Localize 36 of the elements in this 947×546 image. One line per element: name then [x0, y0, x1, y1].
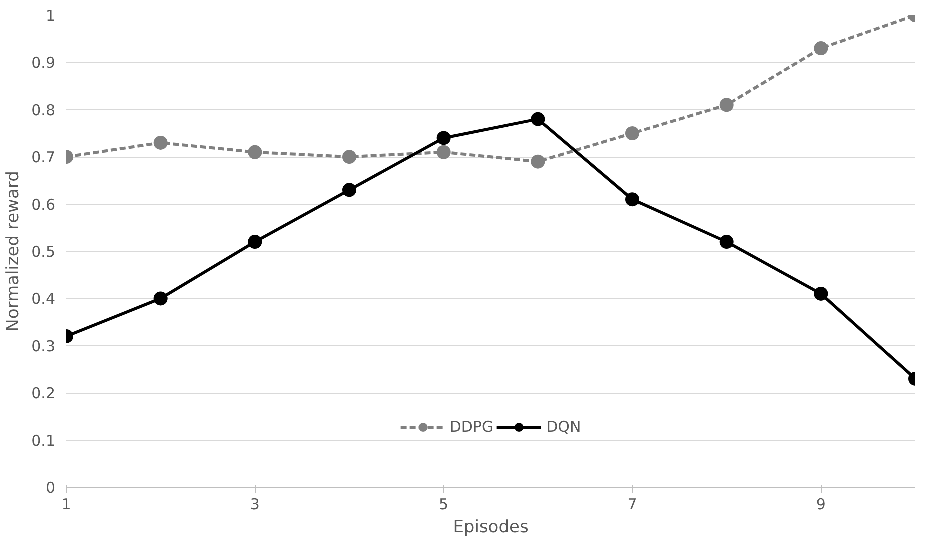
- point: [531, 154, 546, 169]
- point: [626, 126, 640, 140]
- point: [814, 286, 828, 301]
- legend-label: DDPG: [450, 418, 494, 436]
- x-tick-label: 3: [250, 496, 260, 514]
- x-tick-label: 1: [62, 496, 72, 514]
- point: [436, 131, 451, 146]
- y-tick-label: 0: [46, 479, 56, 497]
- y-tick-label: 0.7: [32, 148, 56, 167]
- x-tick-label: 5: [439, 496, 449, 514]
- point: [531, 112, 546, 126]
- y-tick-label: 0.1: [32, 432, 56, 450]
- y-tick-label: 0.5: [32, 243, 56, 261]
- point: [720, 235, 734, 250]
- point: [342, 183, 356, 198]
- point: [814, 42, 828, 56]
- y-tick-label: 0.8: [32, 101, 56, 120]
- y-tick-label: 0.2: [32, 384, 56, 403]
- x-tick-label: 9: [816, 496, 826, 514]
- y-tick-label: 0.6: [32, 196, 56, 214]
- point: [248, 235, 262, 250]
- point: [154, 292, 168, 306]
- y-tick-label: 0.9: [32, 54, 56, 72]
- x-tick-label: 7: [628, 496, 638, 514]
- y-tick-label: 0.4: [32, 290, 56, 308]
- x-axis-title: Episodes: [453, 518, 529, 538]
- point: [626, 192, 640, 207]
- point: [154, 136, 168, 150]
- point: [720, 98, 734, 112]
- y-axis-title: Normalized reward: [4, 171, 24, 332]
- legend-label: DQN: [546, 418, 582, 436]
- y-tick-label: 0.3: [32, 337, 56, 356]
- point: [248, 145, 262, 160]
- point: [436, 145, 451, 160]
- y-tick-label: 1: [46, 7, 56, 25]
- point: [342, 150, 356, 164]
